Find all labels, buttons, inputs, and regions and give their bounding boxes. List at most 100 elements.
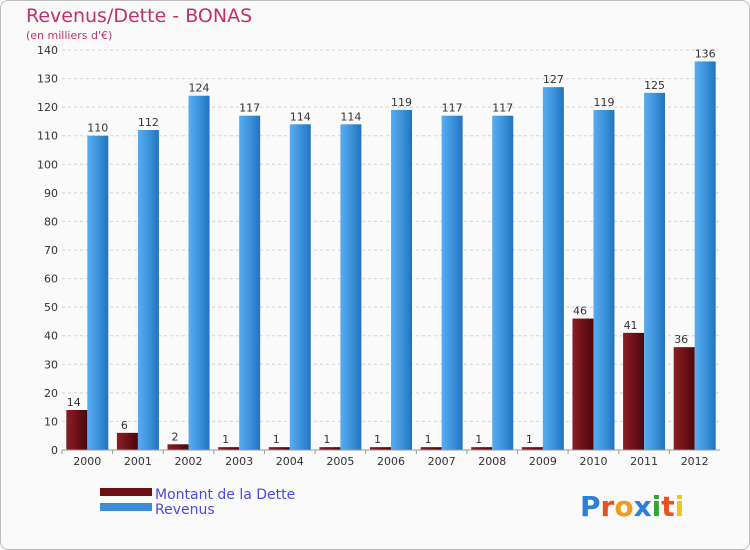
revenus-bar-value-label: 124 bbox=[189, 82, 210, 95]
y-tick-label: 90 bbox=[44, 187, 58, 200]
debt-bar bbox=[167, 444, 189, 450]
x-tick-label: 2007 bbox=[428, 455, 456, 468]
x-tick-label: 2011 bbox=[630, 455, 658, 468]
debt-bar bbox=[471, 447, 493, 450]
x-tick-label: 2002 bbox=[175, 455, 203, 468]
x-tick-label: 2001 bbox=[124, 455, 152, 468]
x-axis-ticks: 2000 2001 2002 2003 2004 2005 2006 2007 2008 2009… bbox=[61, 450, 709, 468]
x-tick-label: 2008 bbox=[478, 455, 506, 468]
revenus-bar-value-label: 114 bbox=[340, 110, 361, 123]
x-tick-label: 2009 bbox=[529, 455, 557, 468]
debt-bar bbox=[623, 332, 645, 450]
debt-bar bbox=[521, 447, 543, 450]
y-tick-label: 130 bbox=[37, 73, 58, 86]
x-tick-label: 2006 bbox=[377, 455, 405, 468]
debt-bar-value-label: 1 bbox=[425, 433, 432, 446]
revenus-bar bbox=[593, 110, 615, 450]
y-axis-ticks: 0 10 20 30 40 50 60 70 80 90 100 110 120 130 140 bbox=[37, 44, 58, 457]
debt-bar-value-label: 36 bbox=[674, 333, 688, 346]
x-tick-label: 2005 bbox=[326, 455, 354, 468]
debt-bar bbox=[370, 447, 391, 450]
revenus-bar bbox=[391, 110, 412, 450]
revenus-bar bbox=[137, 130, 159, 450]
debt-bar-value-label: 2 bbox=[172, 430, 179, 443]
revenus-bar-value-label: 117 bbox=[442, 102, 463, 115]
debt-bar bbox=[572, 318, 594, 450]
y-tick-label: 30 bbox=[44, 358, 58, 371]
debt-bar-value-label: 46 bbox=[573, 305, 587, 318]
debt-bar bbox=[319, 447, 341, 450]
revenus-bar-value-label: 114 bbox=[290, 110, 311, 123]
y-tick-label: 40 bbox=[44, 330, 58, 343]
revenus-bar-value-label: 112 bbox=[138, 116, 159, 129]
debt-bar-value-label: 14 bbox=[67, 396, 81, 409]
revenus-bar bbox=[188, 95, 210, 450]
logo-letter: t bbox=[661, 490, 674, 523]
logo-letter: r bbox=[601, 490, 615, 523]
chart-subtitle: (en milliers d'€) bbox=[26, 29, 112, 42]
revenus-bar-value-label: 136 bbox=[695, 47, 716, 60]
y-tick-label: 120 bbox=[37, 101, 58, 114]
debt-bar-value-label: 1 bbox=[273, 433, 280, 446]
value-labels: 14 110 6 112 2 124 1 117 1 114 1 114 1 119 1 117 1 117 1 12… bbox=[67, 47, 716, 446]
debt-bar bbox=[673, 347, 695, 450]
bars bbox=[66, 61, 716, 451]
revenus-bar-value-label: 117 bbox=[239, 102, 260, 115]
y-tick-label: 10 bbox=[44, 415, 58, 428]
debt-bar-value-label: 1 bbox=[475, 433, 482, 446]
debt-bar bbox=[218, 447, 240, 450]
revenus-bar bbox=[542, 87, 564, 451]
debt-bar-value-label: 1 bbox=[222, 433, 229, 446]
revenus-bar bbox=[87, 135, 109, 450]
logo-letter: o bbox=[614, 490, 633, 523]
revenus-bar-value-label: 110 bbox=[87, 122, 108, 135]
y-tick-label: 0 bbox=[51, 444, 58, 457]
debt-bar-value-label: 1 bbox=[323, 433, 330, 446]
x-tick-label: 2003 bbox=[225, 455, 253, 468]
y-tick-label: 80 bbox=[44, 215, 58, 228]
legend-label-revenus: Revenus bbox=[155, 502, 215, 518]
y-tick-label: 70 bbox=[44, 244, 58, 257]
revenus-bar-value-label: 119 bbox=[593, 96, 614, 109]
x-tick-label: 2004 bbox=[276, 455, 304, 468]
chart-title: Revenus/Dette - BONAS bbox=[26, 5, 252, 27]
debt-bar-value-label: 1 bbox=[526, 433, 533, 446]
y-tick-label: 50 bbox=[44, 301, 58, 314]
y-tick-label: 100 bbox=[37, 158, 58, 171]
x-tick-label: 2000 bbox=[73, 455, 101, 468]
logo-letter: i bbox=[652, 490, 662, 523]
debt-bar bbox=[420, 447, 442, 450]
legend-swatch-debt bbox=[100, 488, 152, 496]
logo-letter: x bbox=[634, 490, 652, 523]
revenus-bar bbox=[239, 115, 261, 450]
revenus-bar bbox=[492, 115, 514, 450]
y-tick-label: 20 bbox=[44, 387, 58, 400]
revenus-bar bbox=[289, 124, 311, 451]
legend-swatch-revenus bbox=[100, 503, 152, 511]
debt-bar-value-label: 1 bbox=[374, 433, 381, 446]
revenus-bar bbox=[441, 115, 463, 450]
revenus-bar bbox=[644, 92, 666, 450]
debt-bar-value-label: 41 bbox=[624, 319, 638, 332]
revenus-bar bbox=[694, 61, 716, 451]
debt-bar bbox=[268, 447, 290, 450]
revenus-bar-value-label: 125 bbox=[644, 79, 665, 92]
revenus-bar-value-label: 117 bbox=[492, 102, 513, 115]
proxiti-logo: Proxiti bbox=[580, 490, 684, 523]
revenus-bar-value-label: 127 bbox=[543, 73, 564, 86]
x-tick-label: 2012 bbox=[681, 455, 709, 468]
debt-bar bbox=[66, 410, 88, 450]
revenus-bar-value-label: 119 bbox=[391, 96, 412, 109]
logo-letter: P bbox=[580, 490, 601, 523]
legend-label-debt: Montant de la Dette bbox=[155, 487, 295, 503]
y-tick-label: 60 bbox=[44, 273, 58, 286]
y-tick-label: 140 bbox=[37, 44, 58, 57]
debt-bar bbox=[116, 432, 138, 450]
y-tick-label: 110 bbox=[37, 130, 58, 143]
revenus-bar bbox=[340, 124, 362, 451]
logo-letter: i bbox=[675, 490, 685, 523]
debt-bar-value-label: 6 bbox=[121, 419, 128, 432]
legend: Montant de la Dette Revenus bbox=[100, 487, 295, 518]
